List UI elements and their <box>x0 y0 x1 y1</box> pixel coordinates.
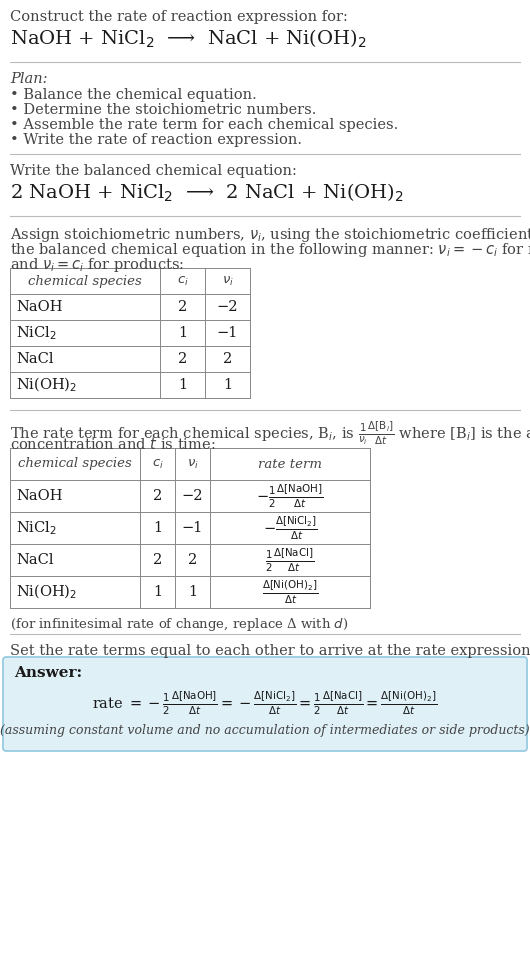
Text: and $\nu_i = c_i$ for products:: and $\nu_i = c_i$ for products: <box>10 256 184 274</box>
Text: 2: 2 <box>153 489 162 503</box>
Text: the balanced chemical equation in the following manner: $\nu_i = -c_i$ for react: the balanced chemical equation in the fo… <box>10 241 530 259</box>
Text: $\frac{1}{2}\frac{\Delta[\mathrm{NaCl}]}{\Delta t}$: $\frac{1}{2}\frac{\Delta[\mathrm{NaCl}]}… <box>266 547 315 574</box>
Text: 2: 2 <box>178 352 187 366</box>
Text: Answer:: Answer: <box>14 666 82 680</box>
Text: Construct the rate of reaction expression for:: Construct the rate of reaction expressio… <box>10 10 348 24</box>
Text: 2: 2 <box>178 300 187 314</box>
Text: NaOH: NaOH <box>16 489 63 503</box>
Text: $\nu_i$: $\nu_i$ <box>187 458 198 470</box>
Text: $\frac{\Delta[\mathrm{Ni(OH)_2}]}{\Delta t}$: $\frac{\Delta[\mathrm{Ni(OH)_2}]}{\Delta… <box>262 578 318 606</box>
Text: NaOH: NaOH <box>16 300 63 314</box>
Text: • Determine the stoichiometric numbers.: • Determine the stoichiometric numbers. <box>10 103 316 117</box>
Text: −1: −1 <box>217 326 238 340</box>
Text: 2 NaOH + NiCl$_2$  ⟶  2 NaCl + Ni(OH)$_2$: 2 NaOH + NiCl$_2$ ⟶ 2 NaCl + Ni(OH)$_2$ <box>10 182 404 204</box>
Text: 1: 1 <box>178 326 187 340</box>
Text: −2: −2 <box>217 300 238 314</box>
Text: rate $= -\frac{1}{2}\frac{\Delta[\mathrm{NaOH}]}{\Delta t} = -\frac{\Delta[\math: rate $= -\frac{1}{2}\frac{\Delta[\mathrm… <box>92 690 438 717</box>
Text: NaCl: NaCl <box>16 553 54 567</box>
Text: 1: 1 <box>188 585 197 599</box>
Text: rate term: rate term <box>258 458 322 470</box>
Text: chemical species: chemical species <box>28 274 142 288</box>
Text: Plan:: Plan: <box>10 72 48 86</box>
Text: 2: 2 <box>223 352 232 366</box>
Text: 1: 1 <box>153 521 162 535</box>
FancyBboxPatch shape <box>3 657 527 751</box>
Text: Ni(OH)$_2$: Ni(OH)$_2$ <box>16 583 77 601</box>
Text: • Write the rate of reaction expression.: • Write the rate of reaction expression. <box>10 133 302 147</box>
Text: 1: 1 <box>223 378 232 392</box>
Text: NaCl: NaCl <box>16 352 54 366</box>
Text: 2: 2 <box>188 553 197 567</box>
Text: Assign stoichiometric numbers, $\nu_i$, using the stoichiometric coefficients, $: Assign stoichiometric numbers, $\nu_i$, … <box>10 226 530 244</box>
Text: $-\frac{1}{2}\frac{\Delta[\mathrm{NaOH}]}{\Delta t}$: $-\frac{1}{2}\frac{\Delta[\mathrm{NaOH}]… <box>257 482 324 509</box>
Text: 2: 2 <box>153 553 162 567</box>
Text: NiCl$_2$: NiCl$_2$ <box>16 324 57 342</box>
Text: (assuming constant volume and no accumulation of intermediates or side products): (assuming constant volume and no accumul… <box>0 724 530 737</box>
Text: 1: 1 <box>178 378 187 392</box>
Text: $\nu_i$: $\nu_i$ <box>222 274 234 288</box>
Text: The rate term for each chemical species, B$_i$, is $\frac{1}{\nu_i}\frac{\Delta[: The rate term for each chemical species,… <box>10 420 530 447</box>
Text: • Assemble the rate term for each chemical species.: • Assemble the rate term for each chemic… <box>10 118 398 132</box>
Text: chemical species: chemical species <box>18 458 132 470</box>
Text: Ni(OH)$_2$: Ni(OH)$_2$ <box>16 376 77 394</box>
Text: Set the rate terms equal to each other to arrive at the rate expression:: Set the rate terms equal to each other t… <box>10 644 530 658</box>
Text: Write the balanced chemical equation:: Write the balanced chemical equation: <box>10 164 297 178</box>
Text: $-\frac{\Delta[\mathrm{NiCl_2}]}{\Delta t}$: $-\frac{\Delta[\mathrm{NiCl_2}]}{\Delta … <box>263 514 317 542</box>
Text: $c_i$: $c_i$ <box>176 274 188 288</box>
Text: NiCl$_2$: NiCl$_2$ <box>16 519 57 537</box>
Text: −1: −1 <box>182 521 203 535</box>
Text: NaOH + NiCl$_2$  ⟶  NaCl + Ni(OH)$_2$: NaOH + NiCl$_2$ ⟶ NaCl + Ni(OH)$_2$ <box>10 28 367 51</box>
Text: 1: 1 <box>153 585 162 599</box>
Text: $c_i$: $c_i$ <box>152 458 163 470</box>
Text: • Balance the chemical equation.: • Balance the chemical equation. <box>10 88 257 102</box>
Text: −2: −2 <box>182 489 203 503</box>
Text: concentration and $t$ is time:: concentration and $t$ is time: <box>10 436 216 452</box>
Text: (for infinitesimal rate of change, replace Δ with $d$): (for infinitesimal rate of change, repla… <box>10 616 348 633</box>
